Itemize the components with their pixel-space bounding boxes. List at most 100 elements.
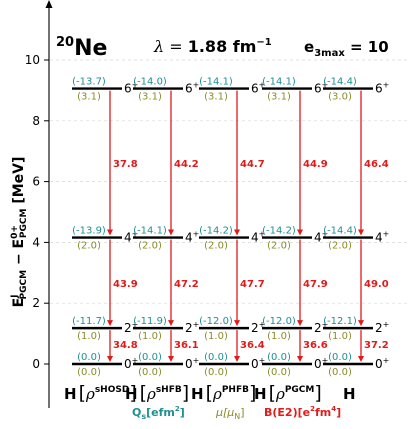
magnetic-moment-label: (2.0) [77, 241, 101, 252]
magnetic-moment-label: (1.0) [267, 331, 291, 342]
be2-value-label: 36.6 [303, 340, 328, 351]
magnetic-moment-label: (0.0) [328, 367, 352, 378]
level-column: (0.0) (0.0) 0+ (-11.9) (1.0) 2+ (-14.1) (2.0) 4+… [133, 77, 199, 378]
svg-text:EJPGCM − E0+PGCM [MeV]: EJPGCM − E0+PGCM [MeV] [10, 157, 29, 308]
transition-arrowhead [107, 356, 113, 362]
quadrupole-moment-label: (0.0) [138, 352, 162, 363]
transition-arrowhead [358, 320, 364, 327]
magnetic-moment-label: (0.0) [267, 367, 291, 378]
column-label: H [ρPHFB] [191, 382, 256, 404]
quadrupole-moment-label: (-14.4) [323, 77, 357, 88]
lambda-title: λ = 1.88 fm−1 [153, 37, 272, 56]
column-label: H [ρsHOSD] [64, 382, 137, 404]
y-axis-arrowhead [45, 0, 53, 8]
transition-arrowhead [107, 229, 113, 236]
quadrupole-moment-label: (0.0) [77, 352, 101, 363]
magnetic-moment-label: (3.1) [267, 92, 291, 103]
magnetic-moment-label: (0.0) [138, 367, 162, 378]
y-tick-label: 4 [32, 235, 40, 249]
spin-parity-label: 0+ [185, 356, 199, 371]
y-tick-label: 10 [25, 53, 40, 67]
magnetic-moment-label: (0.0) [77, 367, 101, 378]
quadrupole-moment-label: (0.0) [204, 352, 228, 363]
quadrupole-moment-label: (-12.0) [262, 316, 296, 327]
column-label: H [ρPGCM] [254, 382, 322, 404]
transition-arrowhead [234, 320, 240, 327]
quadrupole-moment-label: (-14.1) [262, 77, 296, 88]
magnetic-moment-label: (1.0) [204, 331, 228, 342]
level-column: (0.0)(0.0)0+(-12.0)(1.0)2+(-14.2)(2.0)4+… [262, 77, 328, 378]
legend-magnetic-moment: μ[μN] [215, 406, 245, 421]
be2-value-label: 36.4 [240, 340, 265, 351]
spin-parity-label: 2+ [185, 320, 199, 335]
quadrupole-moment-label: (-12.0) [199, 316, 233, 327]
be2-value-label: 49.0 [364, 279, 389, 290]
be2-value-label: 46.4 [364, 159, 389, 170]
quadrupole-moment-label: (-11.7) [72, 316, 106, 327]
be2-value-label: 44.7 [240, 159, 265, 170]
transition-arrowhead [358, 229, 364, 236]
magnetic-moment-label: (2.0) [328, 241, 352, 252]
be2-value-label: 37.2 [364, 340, 389, 351]
y-tick-label: 6 [32, 175, 40, 189]
column-label: H [ρsHFB] [125, 382, 189, 404]
y-tick-label: 2 [32, 296, 40, 310]
be2-value-label: 44.9 [303, 159, 328, 170]
quadrupole-moment-label: (-14.2) [262, 226, 296, 237]
column-label: H [343, 385, 356, 403]
magnetic-moment-label: (2.0) [267, 241, 291, 252]
quadrupole-moment-label: (-14.1) [133, 226, 167, 237]
quadrupole-moment-label: (-13.7) [72, 77, 106, 88]
quadrupole-moment-label: (-14.0) [133, 77, 167, 88]
y-tick-label: 0 [32, 357, 40, 371]
be2-value-label: 47.9 [303, 279, 328, 290]
spin-parity-label: 4+ [185, 230, 199, 245]
magnetic-moment-label: (3.1) [204, 92, 228, 103]
spin-parity-label: 0+ [375, 356, 389, 371]
level-column: (0.0)(0.0)0+(-11.7)(1.0)2+(-13.9)(2.0)4+… [72, 77, 138, 378]
level-columns: (0.0) (0.0) 0+ (-11.7) (1.0) 2+ (-13.9) (2.0) 4+… [72, 77, 389, 378]
y-ticks: 0 2 4 6 8 10 [25, 53, 49, 371]
level-column: (0.0)(0.0)0+(-12.1)(1.0)2+(-14.4)(2.0)4+… [323, 77, 389, 378]
nucleus-title: 20Ne [56, 35, 107, 61]
magnetic-moment-label: (0.0) [204, 367, 228, 378]
be2-value-label: 36.1 [174, 340, 199, 351]
level-column: (0.0)(0.0)0+(-12.0)(1.0)2+(-14.2)(2.0)4+… [199, 77, 265, 378]
spin-parity-label: 6+ [375, 81, 389, 96]
transition-arrowhead [168, 229, 174, 236]
y-axis-label: EJPGCM − E0+PGCM [MeV] [10, 157, 29, 308]
magnetic-moment-label: (1.0) [77, 331, 101, 342]
transition-arrowhead [297, 229, 303, 236]
magnetic-moment-label: (2.0) [204, 241, 228, 252]
transition-arrowhead [234, 356, 240, 362]
magnetic-moment-label: (1.0) [328, 331, 352, 342]
spin-parity-label: 2+ [375, 320, 389, 335]
quadrupole-moment-label: (-14.1) [199, 77, 233, 88]
legend-quadrupole: Qs[efm2] [132, 405, 185, 421]
quadrupole-moment-label: (-13.9) [72, 226, 106, 237]
quadrupole-moment-label: (-11.9) [133, 316, 167, 327]
be2-value-label: 37.8 [113, 159, 138, 170]
quadrupole-moment-label: (-14.2) [199, 226, 233, 237]
emax-title: e3max = 10 [304, 38, 389, 59]
quadrupole-moment-label: (-12.1) [323, 316, 357, 327]
magnetic-moment-label: (3.1) [138, 92, 162, 103]
spin-parity-label: 6+ [185, 81, 199, 96]
be2-value-label: 47.7 [240, 279, 265, 290]
magnetic-moment-label: (3.0) [328, 92, 352, 103]
transition-arrowhead [107, 320, 113, 327]
transition-arrowhead [234, 229, 240, 236]
be2-value-label: 43.9 [113, 279, 138, 290]
legend-be2: B(E2)[e2fm4] [264, 405, 341, 419]
y-tick-label: 8 [32, 114, 40, 128]
be2-value-label: 34.8 [113, 340, 138, 351]
quadrupole-moment-label: (0.0) [328, 352, 352, 363]
transition-arrowhead [168, 356, 174, 362]
be2-value-label: 44.2 [174, 159, 199, 170]
magnetic-moment-label: (2.0) [138, 241, 162, 252]
magnetic-moment-label: (3.1) [77, 92, 101, 103]
transition-arrowhead [168, 320, 174, 327]
gridlines [50, 59, 410, 304]
transition-arrowhead [297, 320, 303, 327]
